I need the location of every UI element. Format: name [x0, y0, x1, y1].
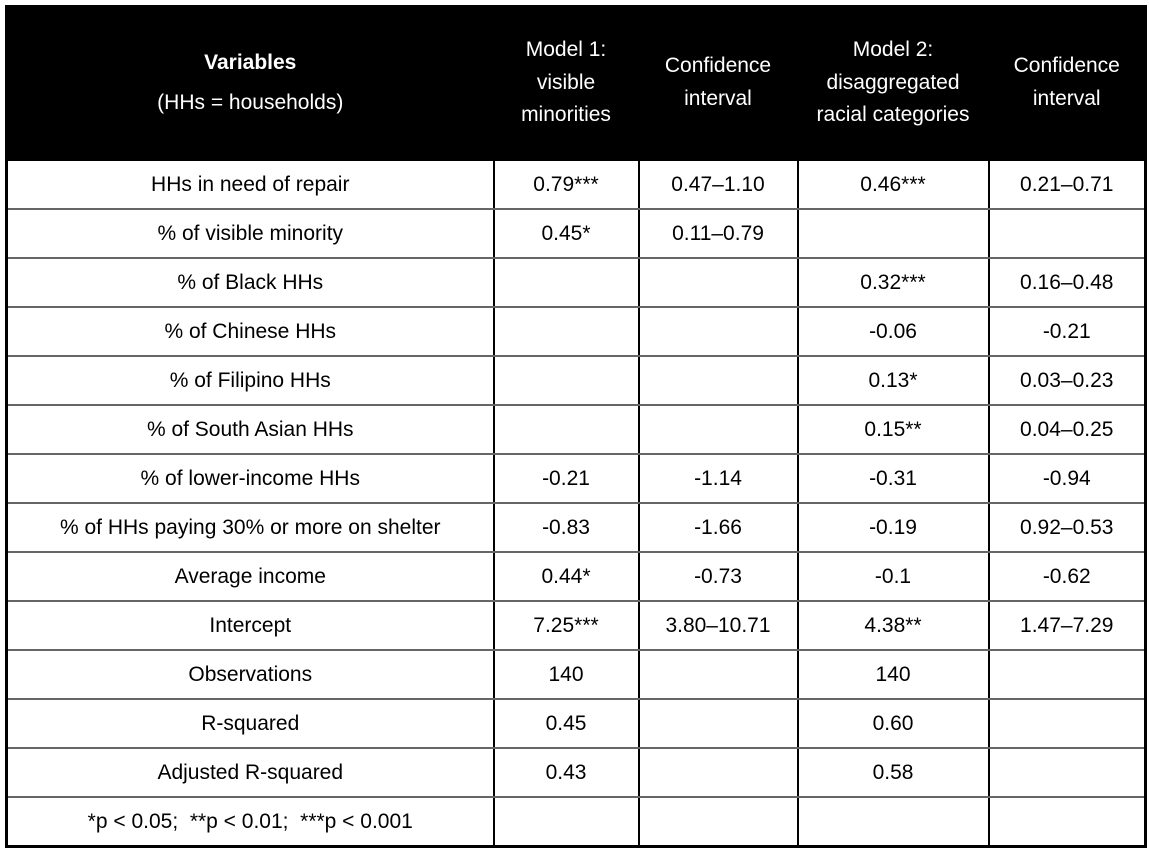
cell-ci2	[987, 649, 1147, 700]
cell-ci2	[987, 747, 1147, 798]
table-row: % of lower-income HHs -0.21 -1.14 -0.31 …	[5, 453, 1147, 504]
cell-ci2: 0.04–0.25	[987, 404, 1147, 455]
cell-model2: -0.19	[796, 502, 990, 553]
row-label: R-squared	[5, 698, 495, 749]
row-label: % of visible minority	[5, 208, 495, 259]
cell-ci2	[987, 698, 1147, 749]
cell-model1: 0.45	[492, 698, 640, 749]
cell-model2	[796, 796, 990, 848]
header-variables-subtitle: (HHs = households)	[157, 90, 344, 114]
cell-ci2: 0.16–0.48	[987, 257, 1147, 308]
header-row: Variables (HHs = households) Model 1: vi…	[5, 5, 1147, 161]
header-model2: Model 2: disaggregated racial categories	[796, 5, 990, 161]
cell-ci1: -0.73	[637, 551, 799, 602]
row-label: % of South Asian HHs	[5, 404, 495, 455]
cell-ci2: -0.21	[987, 306, 1147, 357]
cell-model2: 140	[796, 649, 990, 700]
cell-model1: -0.21	[492, 453, 640, 504]
cell-model1	[492, 257, 640, 308]
cell-ci1: -1.14	[637, 453, 799, 504]
cell-ci1: 3.80–10.71	[637, 600, 799, 651]
cell-model2: 0.58	[796, 747, 990, 798]
cell-model1: 0.45*	[492, 208, 640, 259]
row-label: % of Chinese HHs	[5, 306, 495, 357]
table-row: Adjusted R-squared 0.43 0.58	[5, 747, 1147, 798]
row-label: Observations	[5, 649, 495, 700]
cell-model2: 0.60	[796, 698, 990, 749]
row-label: Average income	[5, 551, 495, 602]
table-row: HHs in need of repair 0.79*** 0.47–1.10 …	[5, 158, 1147, 210]
cell-model1: 7.25***	[492, 600, 640, 651]
table-row: *p < 0.05; **p < 0.01; ***p < 0.001	[5, 796, 1147, 848]
significance-note: *p < 0.05; **p < 0.01; ***p < 0.001	[5, 796, 495, 848]
cell-model2: 0.32***	[796, 257, 990, 308]
header-variables: Variables (HHs = households)	[5, 5, 495, 161]
cell-ci1	[637, 404, 799, 455]
table-row: R-squared 0.45 0.60	[5, 698, 1147, 749]
row-label: Intercept	[5, 600, 495, 651]
cell-model2: 4.38**	[796, 600, 990, 651]
table-row: Intercept 7.25*** 3.80–10.71 4.38** 1.47…	[5, 600, 1147, 651]
cell-ci1: 0.11–0.79	[637, 208, 799, 259]
cell-ci1	[637, 355, 799, 406]
cell-ci1	[637, 649, 799, 700]
table-row: % of Chinese HHs -0.06 -0.21	[5, 306, 1147, 357]
header-variables-title: Variables	[204, 50, 297, 74]
cell-model1: 0.43	[492, 747, 640, 798]
row-label: % of Filipino HHs	[5, 355, 495, 406]
table-row: Observations 140 140	[5, 649, 1147, 700]
table-header: Variables (HHs = households) Model 1: vi…	[5, 5, 1147, 161]
row-label: % of Black HHs	[5, 257, 495, 308]
cell-model1	[492, 404, 640, 455]
table-row: % of HHs paying 30% or more on shelter -…	[5, 502, 1147, 553]
cell-model2: 0.15**	[796, 404, 990, 455]
row-label: Adjusted R-squared	[5, 747, 495, 798]
cell-ci2: -0.94	[987, 453, 1147, 504]
cell-ci1: -1.66	[637, 502, 799, 553]
row-label: HHs in need of repair	[5, 158, 495, 210]
cell-model1: 140	[492, 649, 640, 700]
header-confidence-interval-2: Confidence interval	[987, 5, 1147, 161]
cell-ci1	[637, 796, 799, 848]
table-row: % of South Asian HHs 0.15** 0.04–0.25	[5, 404, 1147, 455]
cell-ci2: -0.62	[987, 551, 1147, 602]
cell-model2	[796, 208, 990, 259]
cell-model2: -0.06	[796, 306, 990, 357]
table-row: Average income 0.44* -0.73 -0.1 -0.62	[5, 551, 1147, 602]
header-confidence-interval-1: Confidence interval	[637, 5, 799, 161]
table-body: HHs in need of repair 0.79*** 0.47–1.10 …	[5, 158, 1147, 848]
header-model1: Model 1: visible minorities	[492, 5, 640, 161]
cell-ci2: 0.21–0.71	[987, 158, 1147, 210]
table-row: % of Black HHs 0.32*** 0.16–0.48	[5, 257, 1147, 308]
regression-table: Variables (HHs = households) Model 1: vi…	[5, 5, 1147, 848]
cell-ci2: 0.03–0.23	[987, 355, 1147, 406]
cell-model2: -0.1	[796, 551, 990, 602]
row-label: % of lower-income HHs	[5, 453, 495, 504]
cell-model1	[492, 355, 640, 406]
cell-ci1	[637, 747, 799, 798]
cell-ci1	[637, 698, 799, 749]
cell-ci2: 0.92–0.53	[987, 502, 1147, 553]
cell-model1: -0.83	[492, 502, 640, 553]
cell-ci2	[987, 208, 1147, 259]
cell-model1: 0.79***	[492, 158, 640, 210]
cell-ci2	[987, 796, 1147, 848]
cell-model1	[492, 306, 640, 357]
table-row: % of Filipino HHs 0.13* 0.03–0.23	[5, 355, 1147, 406]
table-row: % of visible minority 0.45* 0.11–0.79	[5, 208, 1147, 259]
cell-ci2: 1.47–7.29	[987, 600, 1147, 651]
cell-model2: 0.13*	[796, 355, 990, 406]
cell-model1: 0.44*	[492, 551, 640, 602]
cell-model2: -0.31	[796, 453, 990, 504]
cell-model2: 0.46***	[796, 158, 990, 210]
cell-ci1	[637, 306, 799, 357]
row-label: % of HHs paying 30% or more on shelter	[5, 502, 495, 553]
cell-model1	[492, 796, 640, 848]
cell-ci1	[637, 257, 799, 308]
cell-ci1: 0.47–1.10	[637, 158, 799, 210]
